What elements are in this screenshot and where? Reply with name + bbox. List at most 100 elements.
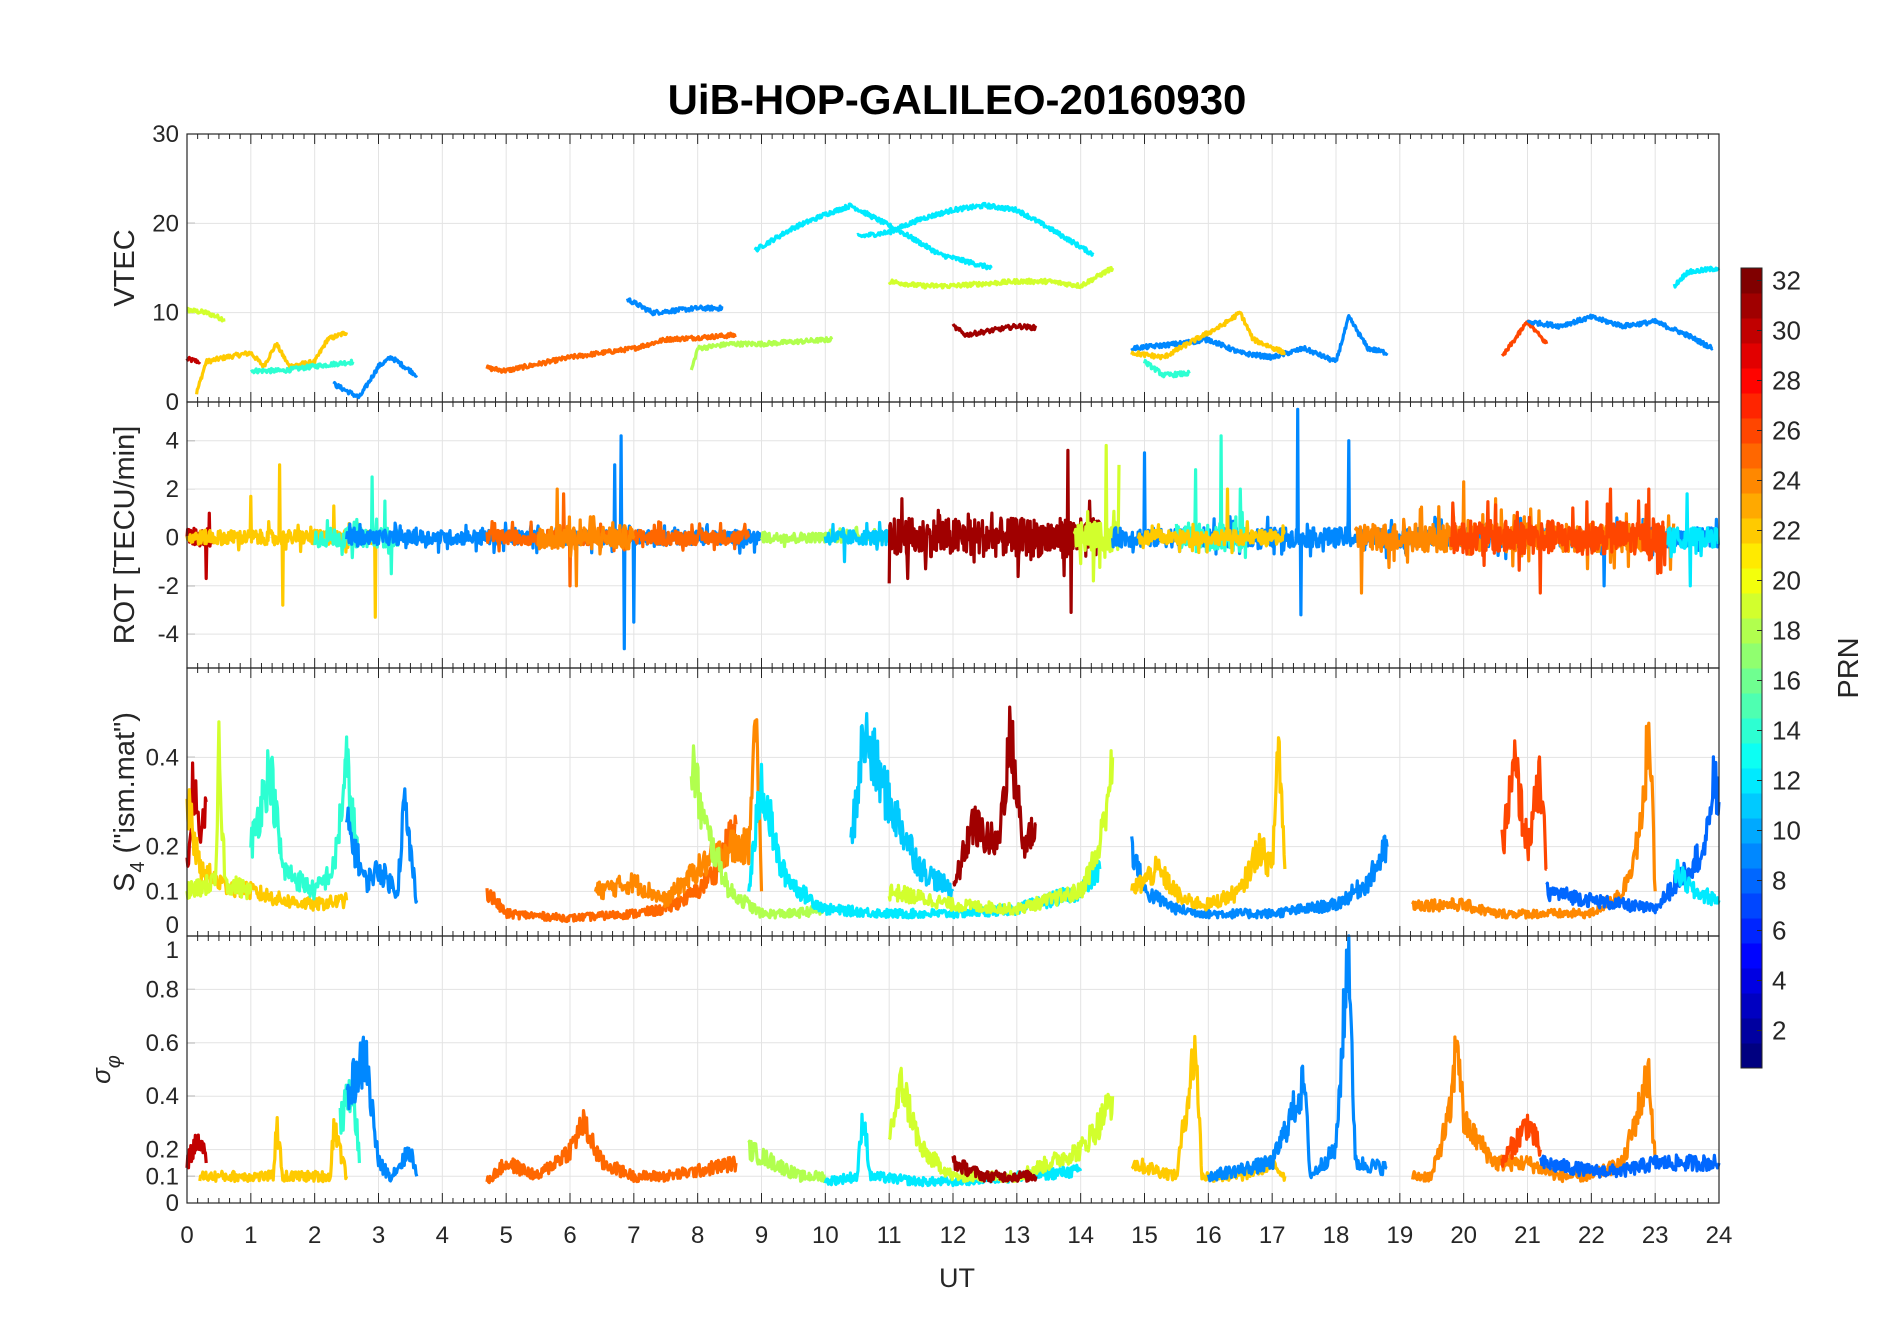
y-tick-label: 0	[166, 912, 179, 939]
y-tick-label: 0.2	[146, 834, 179, 861]
series-prn-9	[345, 787, 419, 904]
colorbar-tick-label: 14	[1772, 716, 1801, 746]
colorbar-tick-label: 12	[1772, 766, 1801, 796]
series-prn-9	[1111, 407, 1720, 617]
colorbar-tick-label: 6	[1772, 916, 1786, 946]
colorbar-swatch-31	[1741, 293, 1762, 319]
colorbar-swatch-22	[1741, 518, 1762, 544]
colorbar-swatch-2	[1741, 1018, 1762, 1044]
colorbar-swatch-23	[1741, 493, 1762, 519]
y-tick-label: 0	[166, 389, 179, 416]
y-tick-label: 30	[152, 121, 179, 148]
series-prn-14	[1142, 358, 1191, 379]
x-tick-label: 14	[1067, 1222, 1094, 1249]
colorbar-tick-label: 32	[1772, 266, 1801, 296]
series-prn-12	[1672, 858, 1721, 907]
y-tick-label: 0.2	[146, 1137, 179, 1164]
colorbar-swatch-16	[1741, 668, 1762, 694]
x-tick-label: 10	[812, 1222, 839, 1249]
series-prn-22	[1136, 487, 1286, 555]
colorbar-box	[1740, 267, 1763, 1069]
x-tick-label: 21	[1514, 1222, 1541, 1249]
series-prn-30	[185, 355, 202, 365]
x-tick-label: 16	[1195, 1222, 1222, 1249]
x-tick-label: 5	[499, 1222, 512, 1249]
colorbar-tick-label: 20	[1772, 566, 1801, 596]
colorbar-swatch-19	[1741, 593, 1762, 619]
colorbar-swatch-5	[1741, 943, 1762, 969]
series-prn-31	[951, 1155, 1038, 1184]
x-tick-label: 11	[877, 1222, 902, 1249]
colorbar-tick-label: 22	[1772, 516, 1801, 546]
series-prn-19	[186, 306, 227, 323]
series-prn-19	[1072, 443, 1121, 583]
series-prn-24	[593, 718, 764, 908]
x-tick-label: 9	[755, 1222, 768, 1249]
panel-sigma_phi: 00.10.2 0.4 0.6 0.8 1 σφ	[86, 934, 1721, 1217]
series-prn-26	[1500, 739, 1548, 871]
x-tick-label: 12	[940, 1222, 967, 1249]
colorbar-swatch-24	[1741, 468, 1762, 494]
colorbar-swatch-1	[1741, 1043, 1762, 1069]
series-prn-31	[952, 705, 1037, 887]
series-prn-22	[1130, 736, 1287, 912]
series-prn-22	[195, 330, 349, 395]
series-prn-18	[747, 1139, 827, 1184]
series-prn-24	[1411, 721, 1657, 920]
colorbar-tick-label: 8	[1772, 866, 1786, 896]
colorbar-swatch-13	[1741, 743, 1762, 769]
series-prn-18	[689, 744, 827, 920]
series-prn-24	[536, 487, 636, 588]
y-tick-label: -2	[158, 573, 179, 600]
series-prn-26	[1500, 319, 1549, 357]
colorbar-swatch-29	[1741, 343, 1762, 369]
series-prn-25	[485, 814, 738, 924]
colorbar-tick-label: 24	[1772, 466, 1801, 496]
colorbar-swatch-14	[1741, 718, 1762, 744]
colorbar-swatch-10	[1741, 818, 1762, 844]
y-tick-label: 20	[152, 210, 179, 237]
series-prn-9	[1206, 934, 1388, 1183]
series-prn-25	[485, 331, 737, 374]
colorbar-swatch-4	[1741, 968, 1762, 994]
series-prn-19	[887, 265, 1115, 290]
x-tick-label: 23	[1642, 1222, 1669, 1249]
x-tick-label: 15	[1131, 1222, 1158, 1249]
x-axis-label: UT	[939, 1263, 975, 1293]
series-prn-30	[185, 761, 208, 868]
colorbar-swatch-20	[1741, 568, 1762, 594]
series-prn-25	[485, 1109, 738, 1185]
colorbar-swatch-11	[1741, 793, 1762, 819]
colorbar-swatch-12	[1741, 768, 1762, 794]
y-tick-label: 0.4	[146, 744, 179, 771]
series-prn-12	[1672, 265, 1721, 289]
colorbar-tick-label: 2	[1772, 1016, 1786, 1046]
series-prn-24	[1411, 1035, 1657, 1184]
series-group	[185, 407, 1720, 651]
series-group	[185, 705, 1721, 924]
colorbar-swatch-3	[1741, 993, 1762, 1019]
y-tick-label: 1	[166, 937, 179, 964]
y-tick-label: 0.8	[146, 976, 179, 1003]
colorbar-swatch-27	[1741, 393, 1762, 419]
colorbar-tick-label: 10	[1772, 816, 1801, 846]
x-tick-label: 7	[627, 1222, 640, 1249]
series-prn-22	[1130, 310, 1287, 361]
colorbar-swatch-7	[1741, 893, 1762, 919]
series-prn-9	[1130, 314, 1389, 364]
panel-s4: 0 0.1 0.2 0.4S4 ("ism.mat")	[109, 667, 1721, 939]
y-tick-label: -4	[158, 621, 179, 648]
x-tick-label: 19	[1386, 1222, 1413, 1249]
colorbar-swatch-30	[1741, 318, 1762, 344]
colorbar-swatch-28	[1741, 368, 1762, 394]
x-tick-label: 2	[308, 1222, 321, 1249]
y-axis-label: S4 ("ism.mat")	[109, 712, 149, 892]
series-prn-9	[1130, 834, 1389, 920]
series-prn-9	[332, 355, 419, 400]
y-tick-label: 2	[166, 476, 179, 503]
chart-title: UiB-HOP-GALILEO-20160930	[668, 76, 1247, 123]
colorbar-swatch-25	[1741, 443, 1762, 469]
x-tick-label: 24	[1706, 1222, 1733, 1249]
series-prn-22	[198, 1116, 349, 1184]
